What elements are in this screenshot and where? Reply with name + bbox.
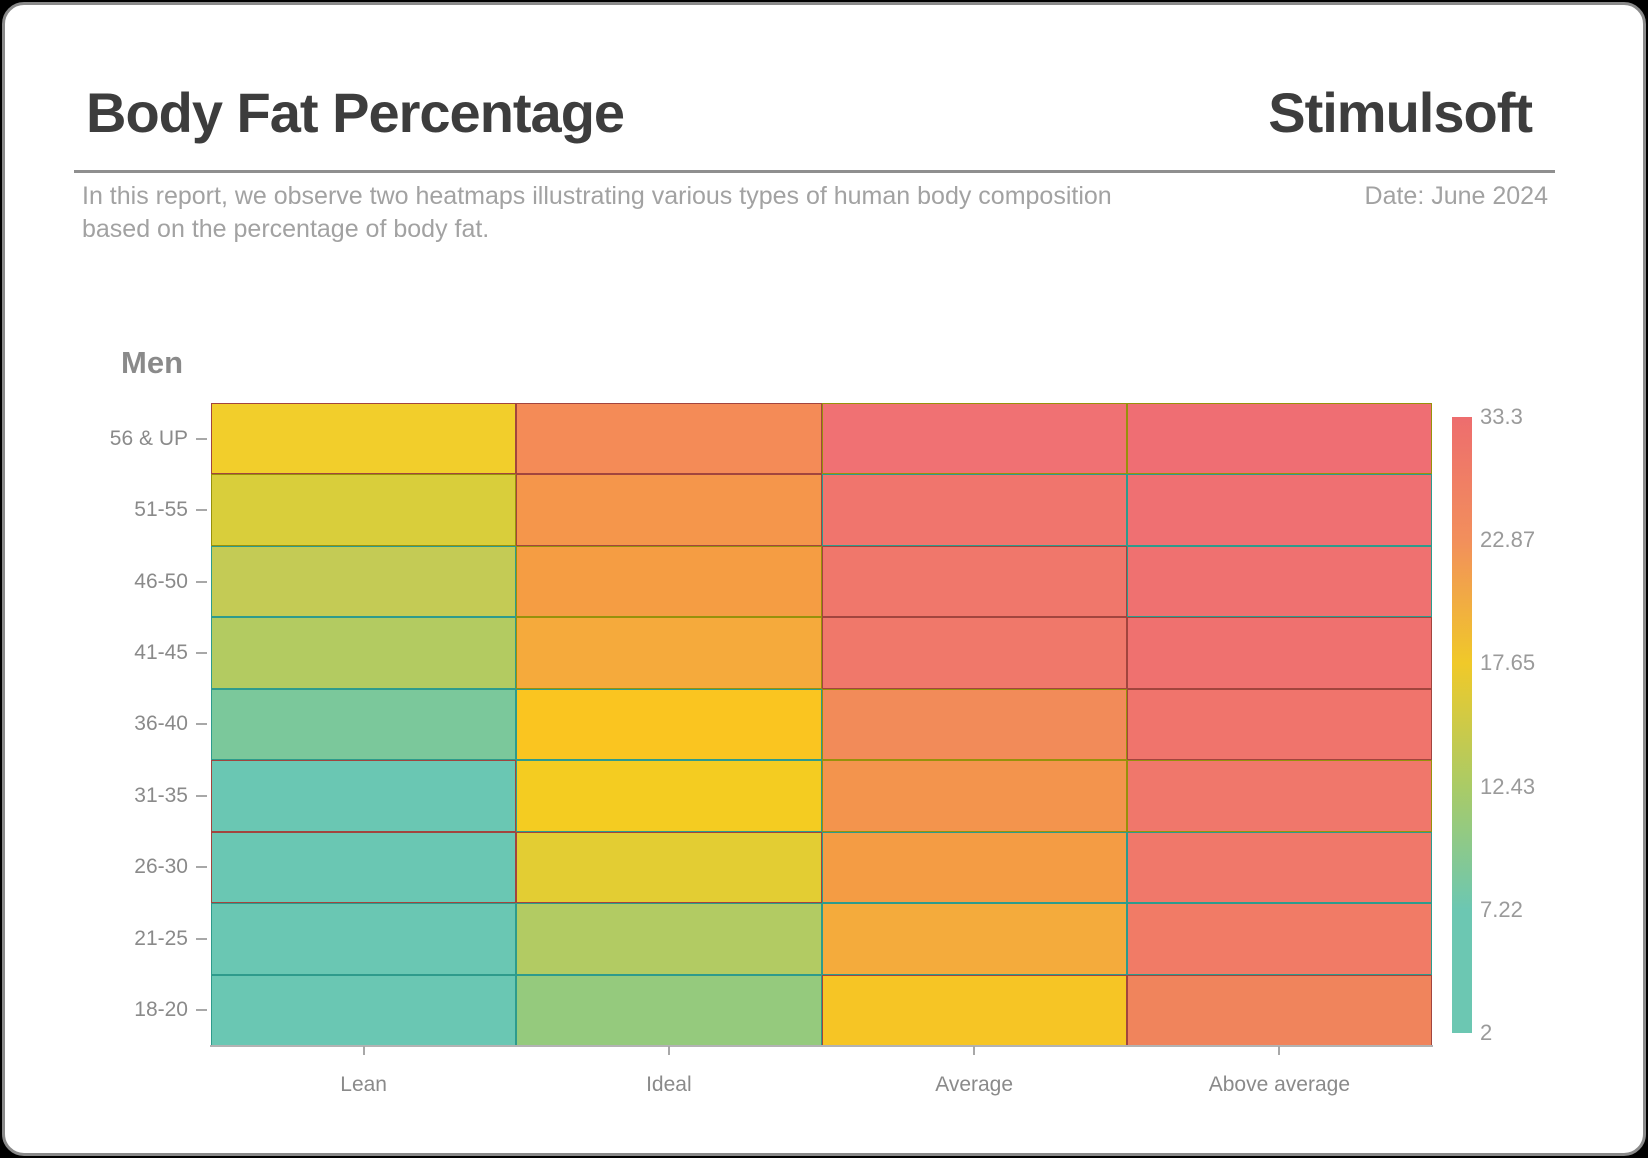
y-axis-label: 26-30	[134, 855, 188, 879]
heatmap-cell-26-30-ideal[interactable]	[516, 831, 822, 904]
y-axis-tick	[196, 723, 207, 726]
heatmap-cell-21-25-lean[interactable]	[211, 903, 517, 975]
y-axis-row: 51-55	[0, 474, 207, 545]
heatmap-cell-41-45-above-average[interactable]	[1126, 617, 1432, 689]
x-axis-label: Lean	[340, 1073, 387, 1096]
heatmap-cell-41-45-ideal[interactable]	[516, 617, 822, 689]
y-axis-label: 36-40	[134, 712, 188, 736]
y-axis-row: 21-25	[0, 903, 207, 974]
header-divider	[74, 170, 1555, 173]
y-axis-label: 51-55	[134, 498, 188, 522]
x-axis-label: Ideal	[646, 1073, 692, 1096]
report-description-line2: based on the percentage of body fat.	[82, 215, 490, 243]
heatmap-cell-18-20-ideal[interactable]	[516, 974, 822, 1046]
y-axis-row: 36-40	[0, 689, 207, 760]
heatmap-plot	[211, 403, 1432, 1046]
heatmap-cell-36-40-average[interactable]	[821, 688, 1127, 761]
heatmap-cell-26-30-lean[interactable]	[211, 831, 517, 904]
heatmap-cell-36-40-lean[interactable]	[211, 688, 517, 761]
y-axis-tick	[196, 794, 207, 797]
brand-logo-text: Stimulsoft	[1268, 81, 1533, 144]
colorbar-label: 2	[1480, 1020, 1493, 1045]
y-axis-tick	[196, 509, 207, 512]
report-date: Date: June 2024	[1364, 182, 1548, 210]
x-axis-tick	[1278, 1046, 1281, 1055]
heatmap-cell-21-25-above-average[interactable]	[1126, 903, 1432, 975]
heatmap-cell-31-35-average[interactable]	[821, 760, 1127, 832]
heatmap-x-axis: Lean Ideal Average Above average	[211, 1046, 1432, 1097]
x-axis-tick	[973, 1046, 976, 1055]
heatmap-cell-51-55-above-average[interactable]	[1126, 474, 1432, 546]
y-axis-row: 41-45	[0, 617, 207, 688]
heatmap-cell-36-40-above-average[interactable]	[1126, 688, 1432, 761]
heatmap-baseline	[210, 1045, 1433, 1047]
heatmap-cell-36-40-ideal[interactable]	[516, 688, 822, 761]
heatmap-cell-51-55-average[interactable]	[821, 474, 1127, 546]
y-axis-tick	[196, 580, 207, 583]
heatmap-cell-26-30-above-average[interactable]	[1126, 831, 1432, 904]
report-description: In this report, we observe two heatmaps …	[82, 180, 1112, 246]
heatmap-cell-41-45-average[interactable]	[821, 617, 1127, 689]
heatmap-colorbar	[1452, 417, 1472, 1033]
y-axis-row: 26-30	[0, 832, 207, 903]
heatmap-cell-51-55-ideal[interactable]	[516, 474, 822, 546]
x-axis-col: Lean	[211, 1046, 516, 1097]
y-axis-row: 31-35	[0, 760, 207, 831]
heatmap-cell-46-50-average[interactable]	[821, 545, 1127, 618]
x-axis-label: Average	[935, 1073, 1014, 1096]
heatmap-cell-31-35-lean[interactable]	[211, 760, 517, 832]
heatmap-cell-56UP-average[interactable]	[821, 403, 1127, 475]
y-axis-row: 18-20	[0, 975, 207, 1046]
heatmap-cell-31-35-ideal[interactable]	[516, 760, 822, 832]
heatmap-y-axis: 56 & UP 51-55 46-50 41-45 36-40 31-35 26-30 21-…	[0, 403, 207, 1046]
y-axis-label: 21-25	[134, 926, 188, 950]
x-axis-col: Ideal	[516, 1046, 821, 1097]
y-axis-tick	[196, 437, 207, 440]
heatmap-cell-56UP-ideal[interactable]	[516, 403, 822, 475]
heatmap-cell-46-50-above-average[interactable]	[1126, 545, 1432, 618]
heatmap-cell-46-50-ideal[interactable]	[516, 545, 822, 618]
heatmap-cell-56UP-above-average[interactable]	[1126, 403, 1432, 475]
y-axis-tick	[196, 866, 207, 869]
colorbar-label: 12.43	[1480, 773, 1536, 799]
heatmap-cell-31-35-above-average[interactable]	[1126, 760, 1432, 832]
y-axis-label: 31-35	[134, 783, 188, 807]
heatmap-cell-21-25-ideal[interactable]	[516, 903, 822, 975]
y-axis-tick	[196, 1009, 207, 1012]
colorbar-label: 33.3	[1480, 404, 1523, 429]
report-description-line1: In this report, we observe two heatmaps …	[82, 182, 1112, 210]
x-axis-label: Above average	[1208, 1073, 1351, 1096]
heatmap-cell-51-55-lean[interactable]	[211, 474, 517, 546]
heatmap-cell-18-20-lean[interactable]	[211, 974, 517, 1046]
heatmap-cell-26-30-average[interactable]	[821, 831, 1127, 904]
heatmap-cell-46-50-lean[interactable]	[211, 545, 517, 618]
y-axis-tick	[196, 937, 207, 940]
y-axis-label: 56 & UP	[109, 426, 188, 450]
heatmap-cell-56UP-lean[interactable]	[211, 403, 517, 475]
heatmap-cell-21-25-average[interactable]	[821, 903, 1127, 975]
colorbar-label: 7.22	[1480, 896, 1523, 922]
page-title: Body Fat Percentage	[86, 81, 625, 144]
x-axis-col: Above average	[1127, 1046, 1432, 1097]
y-axis-row: 56 & UP	[0, 403, 207, 474]
colorbar-label: 22.87	[1480, 527, 1536, 553]
y-axis-label: 46-50	[134, 569, 188, 593]
y-axis-label: 41-45	[134, 641, 188, 665]
heatmap-section-title: Men	[121, 345, 183, 380]
heatmap-cell-18-20-average[interactable]	[821, 974, 1127, 1046]
x-axis-tick	[362, 1046, 365, 1055]
heatmap-cell-41-45-lean[interactable]	[211, 617, 517, 689]
colorbar-label: 17.65	[1480, 650, 1536, 676]
y-axis-label: 18-20	[134, 998, 188, 1022]
y-axis-tick	[196, 652, 207, 655]
y-axis-row: 46-50	[0, 546, 207, 617]
heatmap-cell-18-20-above-average[interactable]	[1126, 974, 1432, 1046]
x-axis-tick	[667, 1046, 670, 1055]
x-axis-col: Average	[822, 1046, 1127, 1097]
